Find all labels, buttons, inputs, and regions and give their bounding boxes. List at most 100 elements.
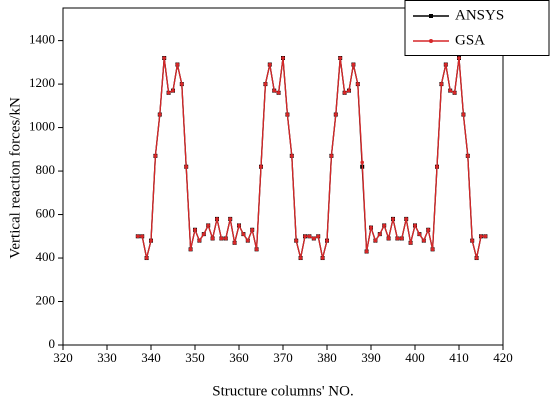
point	[228, 217, 232, 221]
point	[224, 236, 228, 241]
point	[356, 82, 360, 86]
point	[276, 90, 281, 95]
point	[219, 236, 224, 241]
point	[303, 234, 307, 239]
point	[316, 234, 321, 239]
point	[144, 256, 149, 260]
point	[215, 217, 219, 221]
legend-box	[404, 0, 550, 56]
point	[417, 232, 422, 236]
point	[426, 227, 431, 232]
point	[360, 160, 365, 165]
point	[373, 238, 378, 243]
y-tick-label: 1400	[29, 32, 55, 47]
x-tick-label: 380	[317, 350, 337, 365]
point	[232, 241, 237, 245]
x-tick-label: 370	[273, 350, 293, 365]
point	[254, 247, 259, 252]
y-tick-label: 1000	[29, 119, 55, 134]
point	[422, 238, 426, 243]
legend-label: ANSYS	[455, 7, 504, 23]
point	[272, 88, 277, 93]
series-line	[137, 57, 486, 259]
point	[210, 236, 215, 241]
point	[347, 88, 351, 93]
point	[250, 227, 254, 232]
point	[334, 112, 338, 117]
point	[466, 154, 470, 158]
point	[369, 225, 373, 230]
point	[171, 88, 175, 93]
x-tick-label: 360	[229, 350, 249, 365]
point	[263, 82, 268, 86]
point	[285, 112, 290, 117]
x-tick-label: 400	[405, 350, 425, 365]
point	[391, 217, 395, 221]
point	[140, 234, 144, 239]
point	[395, 236, 400, 241]
point	[307, 234, 312, 239]
legend-marker	[429, 14, 433, 18]
point	[338, 56, 343, 60]
point	[430, 247, 435, 252]
y-tick-label: 200	[36, 293, 56, 308]
point	[452, 90, 457, 95]
point	[184, 164, 188, 169]
point	[435, 164, 439, 169]
point	[290, 154, 294, 158]
point	[281, 56, 285, 60]
point	[193, 227, 197, 232]
x-tick-label: 390	[361, 350, 381, 365]
point	[404, 217, 409, 221]
point	[483, 234, 488, 239]
legend-label: GSA	[455, 32, 485, 48]
y-tick-label: 800	[36, 162, 56, 177]
y-tick-label: 400	[36, 249, 56, 264]
point	[408, 241, 413, 245]
point	[448, 88, 453, 93]
y-tick-label: 0	[49, 336, 56, 351]
x-tick-label: 420	[493, 350, 513, 365]
point	[237, 223, 241, 228]
legend-marker	[429, 39, 433, 43]
point	[386, 236, 391, 241]
point	[206, 223, 210, 228]
point	[241, 232, 246, 236]
point	[268, 62, 272, 67]
point	[474, 256, 479, 260]
point	[153, 154, 158, 158]
point	[202, 232, 206, 236]
point	[325, 238, 329, 243]
x-tick-label: 410	[449, 350, 469, 365]
point	[400, 236, 404, 241]
point	[382, 223, 387, 228]
y-tick-label: 1200	[29, 75, 55, 90]
x-axis-label: Structure columns' NO.	[212, 383, 353, 399]
y-tick-label: 600	[36, 206, 56, 221]
x-tick-label: 330	[97, 350, 117, 365]
point	[444, 62, 448, 67]
point	[364, 249, 369, 254]
point	[461, 112, 466, 117]
point	[329, 154, 334, 158]
point	[136, 234, 140, 239]
point	[294, 238, 299, 243]
point	[180, 82, 184, 86]
point	[439, 82, 444, 86]
point	[175, 62, 180, 67]
point	[197, 238, 202, 243]
point	[149, 238, 153, 243]
x-tick-label: 320	[53, 350, 73, 365]
y-axis-label: Vertical reaction forces/kN	[7, 97, 23, 259]
point	[470, 238, 475, 243]
point	[298, 256, 303, 260]
point	[162, 56, 166, 60]
point	[312, 236, 316, 241]
point	[378, 232, 382, 236]
point	[351, 62, 356, 67]
point	[413, 223, 417, 228]
point	[259, 164, 263, 169]
point	[479, 234, 483, 239]
point	[457, 56, 461, 60]
